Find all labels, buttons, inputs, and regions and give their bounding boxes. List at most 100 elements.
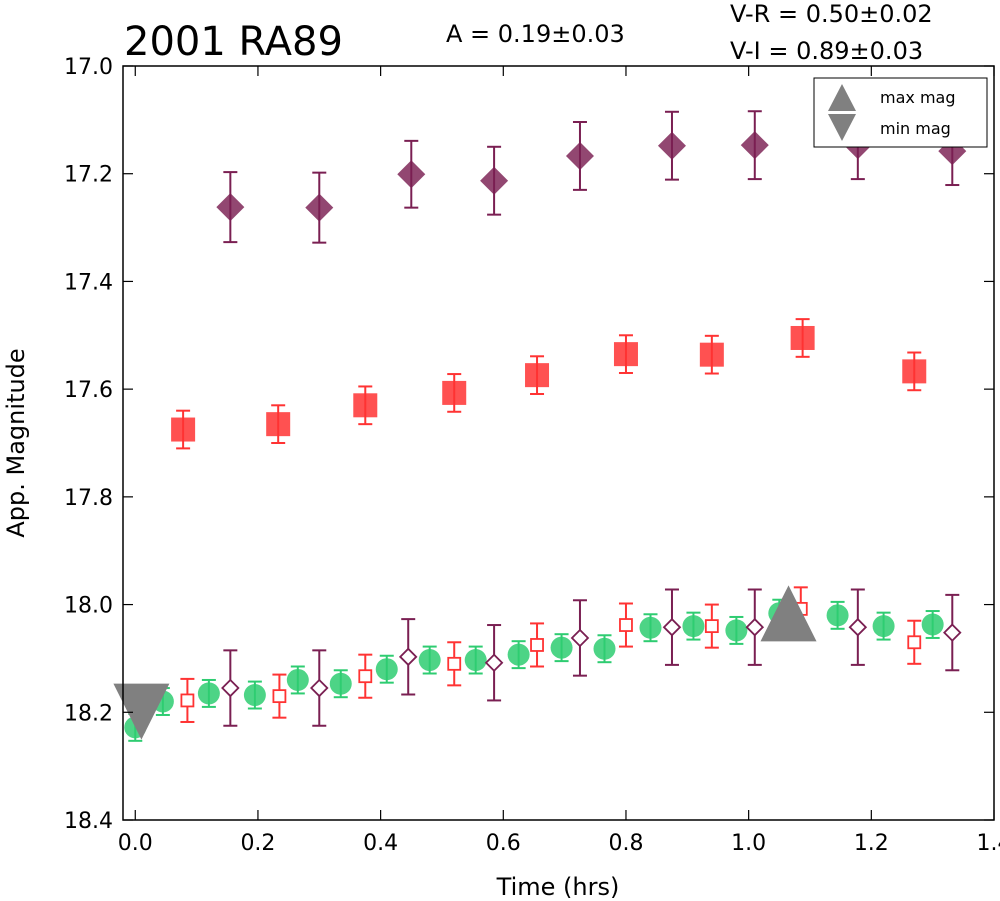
x-tick-label: 0.8 <box>608 831 643 856</box>
open-diamond-marker <box>398 647 418 667</box>
circle-marker <box>639 616 662 639</box>
circle-marker <box>826 604 849 627</box>
square-marker <box>171 417 196 442</box>
data-point <box>216 193 245 222</box>
plot-area <box>113 110 967 742</box>
data-point <box>171 417 196 442</box>
legend-min-mag-label: min mag <box>880 119 951 138</box>
open-square-marker <box>704 619 719 634</box>
square-marker <box>353 393 378 418</box>
data-point <box>745 617 765 637</box>
data-point <box>442 380 467 405</box>
min-mag-marker <box>113 683 170 740</box>
circle-marker <box>375 658 398 681</box>
data-point <box>530 638 544 652</box>
max-mag-marker <box>760 585 817 642</box>
open-square-marker <box>907 635 922 650</box>
open-diamond-marker <box>848 617 868 637</box>
diamond-marker <box>480 166 509 195</box>
data-point <box>613 342 638 367</box>
open-square-marker <box>272 689 287 704</box>
square-marker <box>699 342 724 367</box>
y-axis-label: App. Magnitude <box>2 348 30 537</box>
circle-marker <box>418 649 441 672</box>
circle-marker <box>286 668 309 691</box>
data-point <box>872 615 895 638</box>
open-diamond-marker <box>745 617 765 637</box>
data-point <box>180 693 195 708</box>
open-square-marker <box>530 638 544 652</box>
open-diamond-marker <box>570 628 590 648</box>
data-point <box>305 193 334 222</box>
y-tick-label: 17.8 <box>64 486 113 511</box>
data-point <box>943 623 962 642</box>
circle-marker <box>593 637 616 660</box>
data-point <box>639 616 662 639</box>
x-tick-label: 0.0 <box>118 831 153 856</box>
data-point <box>480 166 509 195</box>
diamond-marker <box>657 131 686 160</box>
plot-frame <box>122 65 995 821</box>
circle-marker <box>197 682 220 705</box>
x-tick-label: 1.0 <box>731 831 766 856</box>
square-marker <box>266 412 291 437</box>
data-point <box>565 141 594 170</box>
square-marker <box>442 380 467 405</box>
data-point <box>353 393 378 418</box>
x-tick-label: 0.4 <box>363 831 398 856</box>
y-tick-label: 18.2 <box>64 701 113 726</box>
open-square-marker <box>447 656 462 671</box>
data-point <box>447 656 462 671</box>
square-marker <box>613 342 638 367</box>
circle-marker <box>682 615 705 638</box>
data-point <box>375 658 398 681</box>
circle-marker <box>872 615 895 638</box>
circle-marker <box>507 643 530 666</box>
v-r-annotation: V-R = 0.50±0.02 <box>730 0 933 28</box>
square-marker <box>790 325 815 350</box>
data-point <box>418 649 441 672</box>
square-marker <box>902 359 927 384</box>
diamond-marker <box>740 131 769 160</box>
open-diamond-marker <box>943 623 962 642</box>
open-diamond-marker <box>221 678 240 698</box>
series-diamond-open <box>221 588 962 727</box>
data-point <box>593 637 616 660</box>
data-point <box>397 160 426 189</box>
legend-max-mag-label: max mag <box>880 88 956 107</box>
data-point <box>902 359 927 384</box>
data-point <box>310 678 329 698</box>
data-point <box>329 672 352 695</box>
data-point <box>484 653 504 673</box>
data-point <box>725 619 748 642</box>
data-point <box>464 649 487 672</box>
circle-marker <box>921 613 944 636</box>
data-point <box>682 615 705 638</box>
circle-marker <box>243 684 266 707</box>
data-point <box>197 682 220 705</box>
open-diamond-marker <box>310 678 329 698</box>
open-square-marker <box>358 669 373 684</box>
data-point <box>921 613 944 636</box>
v-i-annotation: V-I = 0.89±0.03 <box>730 37 923 65</box>
data-point <box>550 636 573 659</box>
legend: max mag min mag <box>813 77 988 148</box>
data-point <box>619 618 633 632</box>
series-circle-filled <box>124 598 944 742</box>
x-tick-label: 1.2 <box>854 831 889 856</box>
diamond-marker <box>397 160 426 189</box>
data-point <box>826 604 849 627</box>
y-tick-label: 18.4 <box>64 809 113 834</box>
open-diamond-marker <box>662 617 682 637</box>
data-point <box>286 668 309 691</box>
data-point <box>266 412 291 437</box>
data-point <box>507 643 530 666</box>
data-point <box>662 617 682 637</box>
open-square-marker <box>180 693 195 708</box>
data-point <box>358 669 373 684</box>
data-point <box>907 635 922 650</box>
data-point <box>570 628 590 648</box>
x-axis-label: Time (hrs) <box>496 873 620 901</box>
data-point <box>272 689 287 704</box>
